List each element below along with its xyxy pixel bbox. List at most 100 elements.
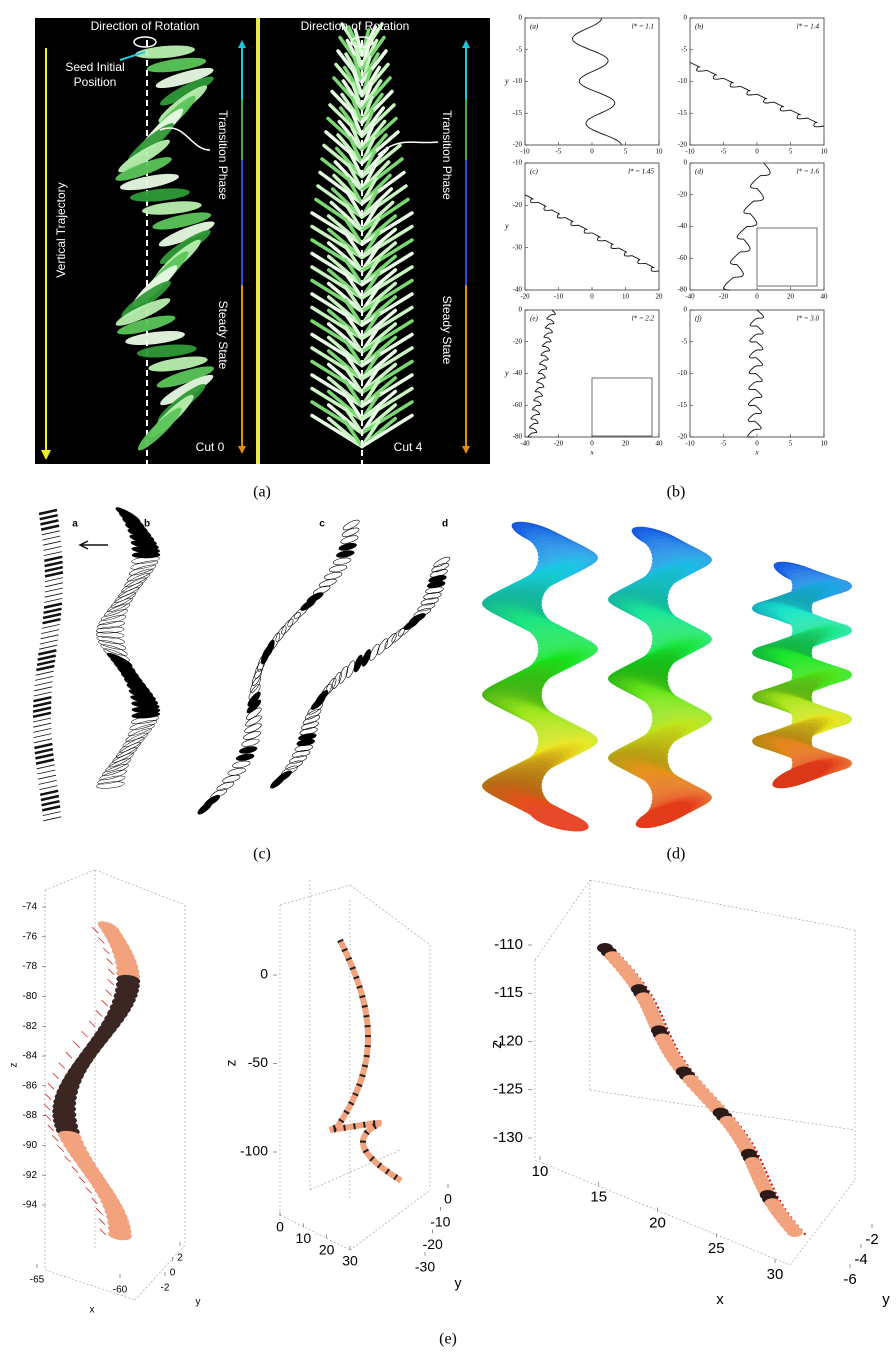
seed-stroke: [35, 749, 53, 753]
box-edge: [350, 885, 430, 945]
seed-stroke: [35, 754, 53, 758]
x-tick-label: -5: [721, 148, 727, 156]
x-tick-label: 10: [656, 148, 664, 156]
z-axis-label: z: [488, 1041, 505, 1049]
seed-stroke: [36, 760, 54, 764]
seed-ellipse: [236, 753, 255, 762]
inset-frame: [757, 228, 817, 286]
seed-label: Position: [74, 75, 117, 89]
figure: Direction of RotationSeed InitialPositio…: [0, 0, 896, 1354]
vector: [89, 1021, 95, 1027]
seed-ellipse: [286, 611, 302, 628]
transition-label: Transition Phase: [440, 110, 454, 200]
y-tick-label: -80: [513, 433, 523, 441]
box-edge: [590, 880, 855, 930]
y-tick-label: -20: [423, 1236, 443, 1252]
seed-stroke: [40, 520, 58, 524]
seed-ellipse: [342, 518, 361, 532]
seed-stroke: [43, 546, 61, 550]
seed-stroke: [39, 645, 57, 649]
y-tick-label: 0: [684, 14, 688, 22]
x-tick-label: 5: [789, 148, 793, 156]
trajectory: [528, 310, 556, 437]
x-tick-label: 20: [656, 293, 664, 301]
vector: [48, 1083, 54, 1089]
seed-stroke: [43, 812, 61, 816]
seed-stroke: [35, 676, 53, 680]
seed-stroke: [38, 775, 56, 779]
z-tick-label: -84: [23, 1051, 38, 1062]
y-tick-label: -20: [513, 141, 523, 149]
x-tick-label: 0: [276, 1219, 284, 1235]
x-axis-label: x: [754, 449, 759, 457]
y-tick-label: -2: [161, 1283, 170, 1294]
x-tick-label: 10: [821, 148, 829, 156]
plot-tag: (e): [530, 315, 538, 323]
seed-ellipse: [132, 552, 160, 558]
vector: [108, 969, 114, 975]
z-tick-label: -100: [240, 1143, 268, 1159]
plot-tag: (c): [530, 168, 538, 176]
seed-stroke: [36, 666, 54, 670]
seed-stroke: [43, 541, 61, 545]
z-tick-label: -82: [23, 1021, 38, 1032]
panel-label: (b): [667, 484, 686, 501]
inset-frame: [592, 378, 652, 436]
seed-stroke: [39, 780, 57, 784]
x-tick-label: -10: [554, 293, 564, 301]
z-tick-label: -88: [23, 1110, 38, 1121]
panel-label: (c): [253, 846, 271, 863]
y-tick-label: 0: [519, 14, 523, 22]
vector: [92, 1198, 98, 1204]
seed-ellipse: [96, 781, 124, 790]
seed-stroke: [33, 718, 51, 722]
plot-parameter: l* = 1.6: [797, 168, 820, 176]
x-axis-label: x: [90, 1305, 95, 1316]
seed-stroke: [42, 536, 60, 540]
seed-ellipse: [203, 793, 221, 808]
vector: [65, 1156, 71, 1162]
y-tick-label: -20: [513, 337, 523, 345]
vector: [74, 1042, 80, 1048]
vector: [72, 1167, 78, 1173]
seed-stroke: [44, 604, 62, 608]
y-tick-label: -20: [678, 190, 688, 198]
x-tick-label: -5: [556, 148, 562, 156]
x-tick-label: -20: [554, 440, 564, 448]
x-tick-label: 0: [590, 293, 594, 301]
seed-ellipse: [330, 671, 343, 690]
plot-frame: [525, 18, 659, 145]
seed-ellipse: [787, 1227, 803, 1237]
seed-ellipse: [333, 557, 352, 566]
seed-ellipse: [341, 526, 360, 538]
y-tick-label: -20: [678, 433, 688, 441]
plot-parameter: l* = 1.45: [628, 168, 654, 176]
vector: [96, 1010, 102, 1016]
vector: [108, 979, 114, 985]
y-tick-label: -60: [678, 254, 688, 262]
seed-stroke: [44, 609, 62, 613]
x-tick-label: 10: [821, 440, 829, 448]
box-edge: [45, 870, 95, 890]
box-edge: [535, 880, 590, 960]
plot-frame: [525, 163, 659, 290]
y-tick-label: -10: [513, 159, 523, 167]
vector: [48, 1125, 54, 1131]
seed-stroke: [34, 734, 52, 738]
plot-frame: [690, 310, 824, 437]
seed-stroke: [42, 806, 60, 810]
panel-label: (e): [439, 1331, 457, 1348]
y-tick-label: -30: [415, 1259, 435, 1275]
trajectory: [690, 62, 824, 126]
vector: [59, 1062, 65, 1068]
z-tick-label: -80: [23, 991, 38, 1002]
seed-stroke: [33, 697, 51, 701]
z-axis-label: z: [223, 1060, 239, 1067]
y-tick-label: -20: [513, 201, 523, 209]
y-tick-label: -6: [843, 1271, 856, 1288]
y-axis-label: y: [504, 368, 509, 377]
seed-stroke: [37, 661, 55, 665]
seed-ellipse: [417, 602, 436, 613]
box-edge: [350, 1190, 430, 1250]
seed-stroke: [33, 702, 51, 706]
